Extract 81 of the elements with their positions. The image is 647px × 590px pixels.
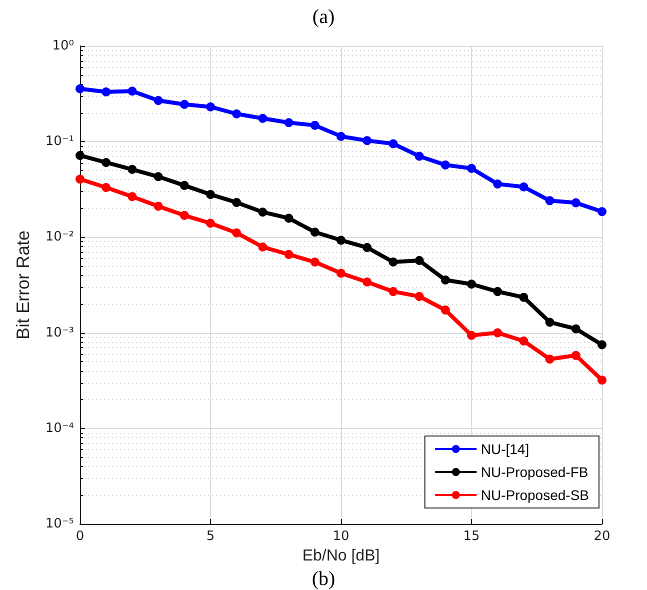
x-tick-label: 5 xyxy=(206,529,215,544)
point xyxy=(362,277,372,286)
point xyxy=(102,158,111,167)
point xyxy=(310,258,320,267)
legend-label: NU-Proposed-SB xyxy=(480,487,590,503)
point xyxy=(336,268,346,278)
point xyxy=(206,190,215,199)
point xyxy=(440,160,450,170)
point xyxy=(388,258,398,267)
point xyxy=(414,152,424,161)
point xyxy=(545,354,554,364)
point xyxy=(362,136,372,146)
point xyxy=(310,228,320,237)
point xyxy=(76,150,84,160)
point xyxy=(598,207,606,216)
point xyxy=(493,180,502,189)
point xyxy=(336,236,346,245)
y-tick-label: 10⁻¹ xyxy=(45,134,74,150)
point xyxy=(414,256,424,266)
point xyxy=(414,292,424,301)
point xyxy=(258,242,268,252)
point xyxy=(128,192,137,202)
point xyxy=(545,318,554,327)
point xyxy=(102,87,111,96)
point xyxy=(336,132,346,141)
point xyxy=(128,164,137,174)
point xyxy=(258,114,268,123)
x-tick-label: 15 xyxy=(463,529,480,544)
point xyxy=(571,324,580,334)
y-tick-label: 10⁰ xyxy=(52,38,74,54)
legend-label: NU-Proposed-FB xyxy=(480,464,588,480)
y-tick-label: 10⁻³ xyxy=(45,325,74,340)
point xyxy=(154,96,163,106)
point xyxy=(284,118,294,128)
point xyxy=(258,208,268,217)
y-tick-label: 10⁻² xyxy=(45,230,74,245)
point xyxy=(467,330,476,340)
y-tick-label: 10⁻⁴ xyxy=(45,420,74,436)
point xyxy=(545,196,554,206)
point xyxy=(467,280,476,289)
point xyxy=(519,336,528,346)
point xyxy=(598,340,606,350)
point xyxy=(440,275,450,284)
y-tick-label: 10⁻⁵ xyxy=(45,516,74,532)
text: (b) xyxy=(312,568,336,590)
point xyxy=(76,174,84,184)
point xyxy=(154,172,163,182)
point xyxy=(232,198,242,207)
point xyxy=(154,202,163,211)
point xyxy=(362,243,372,252)
point xyxy=(519,292,528,302)
x-tick-label: 10 xyxy=(332,529,350,544)
point xyxy=(440,306,450,315)
point xyxy=(284,250,294,259)
x-tick-label: 0 xyxy=(76,529,84,544)
point xyxy=(467,164,476,173)
point xyxy=(206,218,215,228)
y-axis-title: Bit Error Rate xyxy=(13,230,33,340)
point xyxy=(493,287,502,296)
point xyxy=(180,210,189,220)
point xyxy=(598,376,606,385)
point xyxy=(102,183,111,192)
chart-title: (a) xyxy=(312,6,335,28)
x-tick-label: 20 xyxy=(594,529,610,544)
point xyxy=(206,102,215,112)
point xyxy=(180,180,189,190)
point xyxy=(571,198,580,208)
legend-label: NU-[14] xyxy=(480,441,530,457)
point xyxy=(519,182,528,192)
point xyxy=(76,84,84,94)
point xyxy=(180,100,189,109)
point xyxy=(493,328,502,338)
point xyxy=(388,139,398,148)
point xyxy=(232,228,242,238)
point xyxy=(128,86,137,96)
point xyxy=(232,109,242,118)
point xyxy=(571,350,580,360)
point xyxy=(284,214,294,223)
point xyxy=(388,287,398,296)
point xyxy=(310,120,320,130)
x-axis-title: Eb/No [dB] xyxy=(302,548,380,564)
